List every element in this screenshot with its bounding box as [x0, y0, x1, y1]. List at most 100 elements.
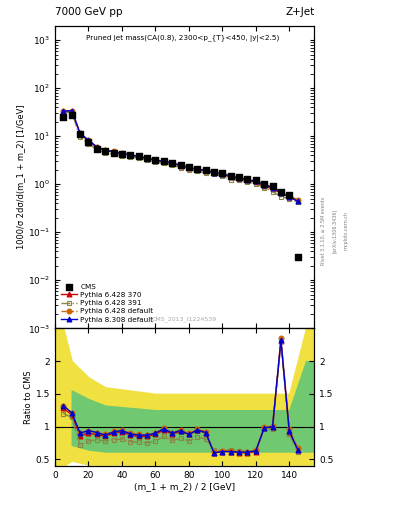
Pythia 6.428 391 [111, 151, 116, 157]
Pythia 6.428 370 [262, 183, 266, 189]
Pythia 6.428 370 [128, 152, 133, 158]
Pythia 6.428 391 [170, 162, 174, 168]
Y-axis label: 1000/σ 2dσ/d(m_1 + m_2) [1/GeV]: 1000/σ 2dσ/d(m_1 + m_2) [1/GeV] [16, 104, 25, 249]
Pythia 6.428 default [61, 108, 66, 114]
CMS [119, 150, 125, 158]
Line: Pythia 8.308 default: Pythia 8.308 default [61, 108, 300, 204]
Pythia 6.428 default [187, 164, 191, 170]
CMS [144, 154, 150, 162]
Pythia 6.428 default [111, 148, 116, 155]
Pythia 6.428 370 [195, 167, 200, 173]
Pythia 8.308 default [128, 152, 133, 158]
Pythia 6.428 default [128, 152, 133, 158]
Pythia 8.308 default [170, 160, 174, 166]
Pythia 6.428 default [212, 169, 217, 175]
Pythia 6.428 default [94, 144, 99, 150]
Pythia 8.308 default [61, 108, 66, 114]
CMS [110, 148, 117, 157]
Pythia 6.428 default [220, 170, 225, 176]
CMS [102, 147, 108, 156]
Pythia 6.428 391 [136, 155, 141, 161]
Pythia 6.428 default [287, 193, 292, 199]
Pythia 6.428 370 [70, 108, 74, 114]
Pythia 6.428 370 [162, 159, 166, 165]
Pythia 6.428 391 [195, 168, 200, 175]
Pythia 8.308 default [187, 164, 191, 170]
Pythia 6.428 391 [145, 157, 149, 163]
Pythia 6.428 default [86, 137, 91, 143]
Pythia 6.428 391 [203, 169, 208, 176]
Text: 7000 GeV pp: 7000 GeV pp [55, 7, 123, 16]
CMS [211, 168, 217, 176]
CMS [228, 172, 234, 180]
Pythia 6.428 default [195, 166, 200, 172]
CMS [286, 191, 292, 199]
Pythia 6.428 default [170, 160, 174, 166]
CMS [69, 111, 75, 119]
Pythia 6.428 370 [119, 151, 124, 157]
Pythia 6.428 default [203, 167, 208, 173]
Pythia 6.428 391 [262, 184, 266, 190]
Pythia 6.428 default [119, 150, 124, 156]
CMS [177, 161, 184, 169]
Pythia 6.428 391 [187, 167, 191, 173]
Pythia 6.428 default [178, 162, 183, 168]
Pythia 6.428 default [228, 173, 233, 179]
Text: Rivet 3.1.10, ≥ 2.5M events: Rivet 3.1.10, ≥ 2.5M events [320, 196, 325, 265]
Pythia 6.428 391 [295, 199, 300, 205]
CMS [294, 253, 301, 262]
CMS [60, 113, 66, 121]
Pythia 6.428 391 [253, 181, 258, 187]
Pythia 6.428 370 [212, 170, 217, 176]
Text: mcplots.cern.ch: mcplots.cern.ch [344, 211, 349, 250]
Pythia 8.308 default [86, 137, 91, 143]
Line: Pythia 6.428 391: Pythia 6.428 391 [61, 110, 300, 205]
Pythia 6.428 default [103, 147, 108, 153]
Pythia 8.308 default [111, 149, 116, 155]
Pythia 6.428 391 [128, 154, 133, 160]
Text: CMS_2013_I1224539: CMS_2013_I1224539 [152, 316, 217, 322]
CMS [169, 159, 175, 167]
Pythia 6.428 370 [61, 109, 66, 115]
Pythia 6.428 391 [178, 165, 183, 171]
CMS [136, 152, 142, 160]
Pythia 6.428 370 [136, 154, 141, 160]
X-axis label: (m_1 + m_2) / 2 [GeV]: (m_1 + m_2) / 2 [GeV] [134, 482, 235, 492]
Text: Pruned jet mass(CA(0.8), 2300<p_{T}<450, |y|<2.5): Pruned jet mass(CA(0.8), 2300<p_{T}<450,… [86, 35, 279, 41]
CMS [261, 180, 267, 188]
Pythia 8.308 default [136, 153, 141, 159]
CMS [244, 175, 251, 183]
Pythia 6.428 default [70, 108, 74, 114]
Pythia 8.308 default [94, 144, 99, 150]
Pythia 6.428 391 [153, 159, 158, 165]
CMS [270, 182, 276, 190]
Pythia 6.428 370 [78, 131, 83, 137]
Pythia 8.308 default [220, 170, 225, 177]
Pythia 8.308 default [295, 198, 300, 204]
Pythia 6.428 391 [212, 172, 217, 178]
Pythia 6.428 391 [86, 140, 91, 146]
Pythia 6.428 391 [245, 179, 250, 185]
Pythia 6.428 370 [153, 158, 158, 164]
Pythia 8.308 default [70, 108, 74, 114]
Pythia 6.428 370 [295, 198, 300, 204]
Pythia 6.428 370 [145, 156, 149, 162]
Pythia 8.308 default [195, 166, 200, 172]
Y-axis label: Ratio to CMS: Ratio to CMS [24, 370, 33, 424]
Pythia 8.308 default [279, 189, 283, 196]
Pythia 6.428 default [136, 153, 141, 159]
Pythia 6.428 370 [94, 144, 99, 151]
CMS [77, 130, 83, 138]
Pythia 8.308 default [245, 177, 250, 183]
Pythia 6.428 391 [103, 150, 108, 156]
Pythia 6.428 default [145, 155, 149, 161]
Pythia 6.428 391 [228, 177, 233, 183]
Pythia 6.428 default [295, 197, 300, 203]
Pythia 8.308 default [119, 151, 124, 157]
Pythia 8.308 default [262, 182, 266, 188]
Pythia 6.428 default [153, 157, 158, 163]
Pythia 6.428 370 [245, 177, 250, 183]
Pythia 6.428 default [279, 188, 283, 195]
CMS [85, 138, 92, 146]
Pythia 6.428 370 [103, 147, 108, 154]
